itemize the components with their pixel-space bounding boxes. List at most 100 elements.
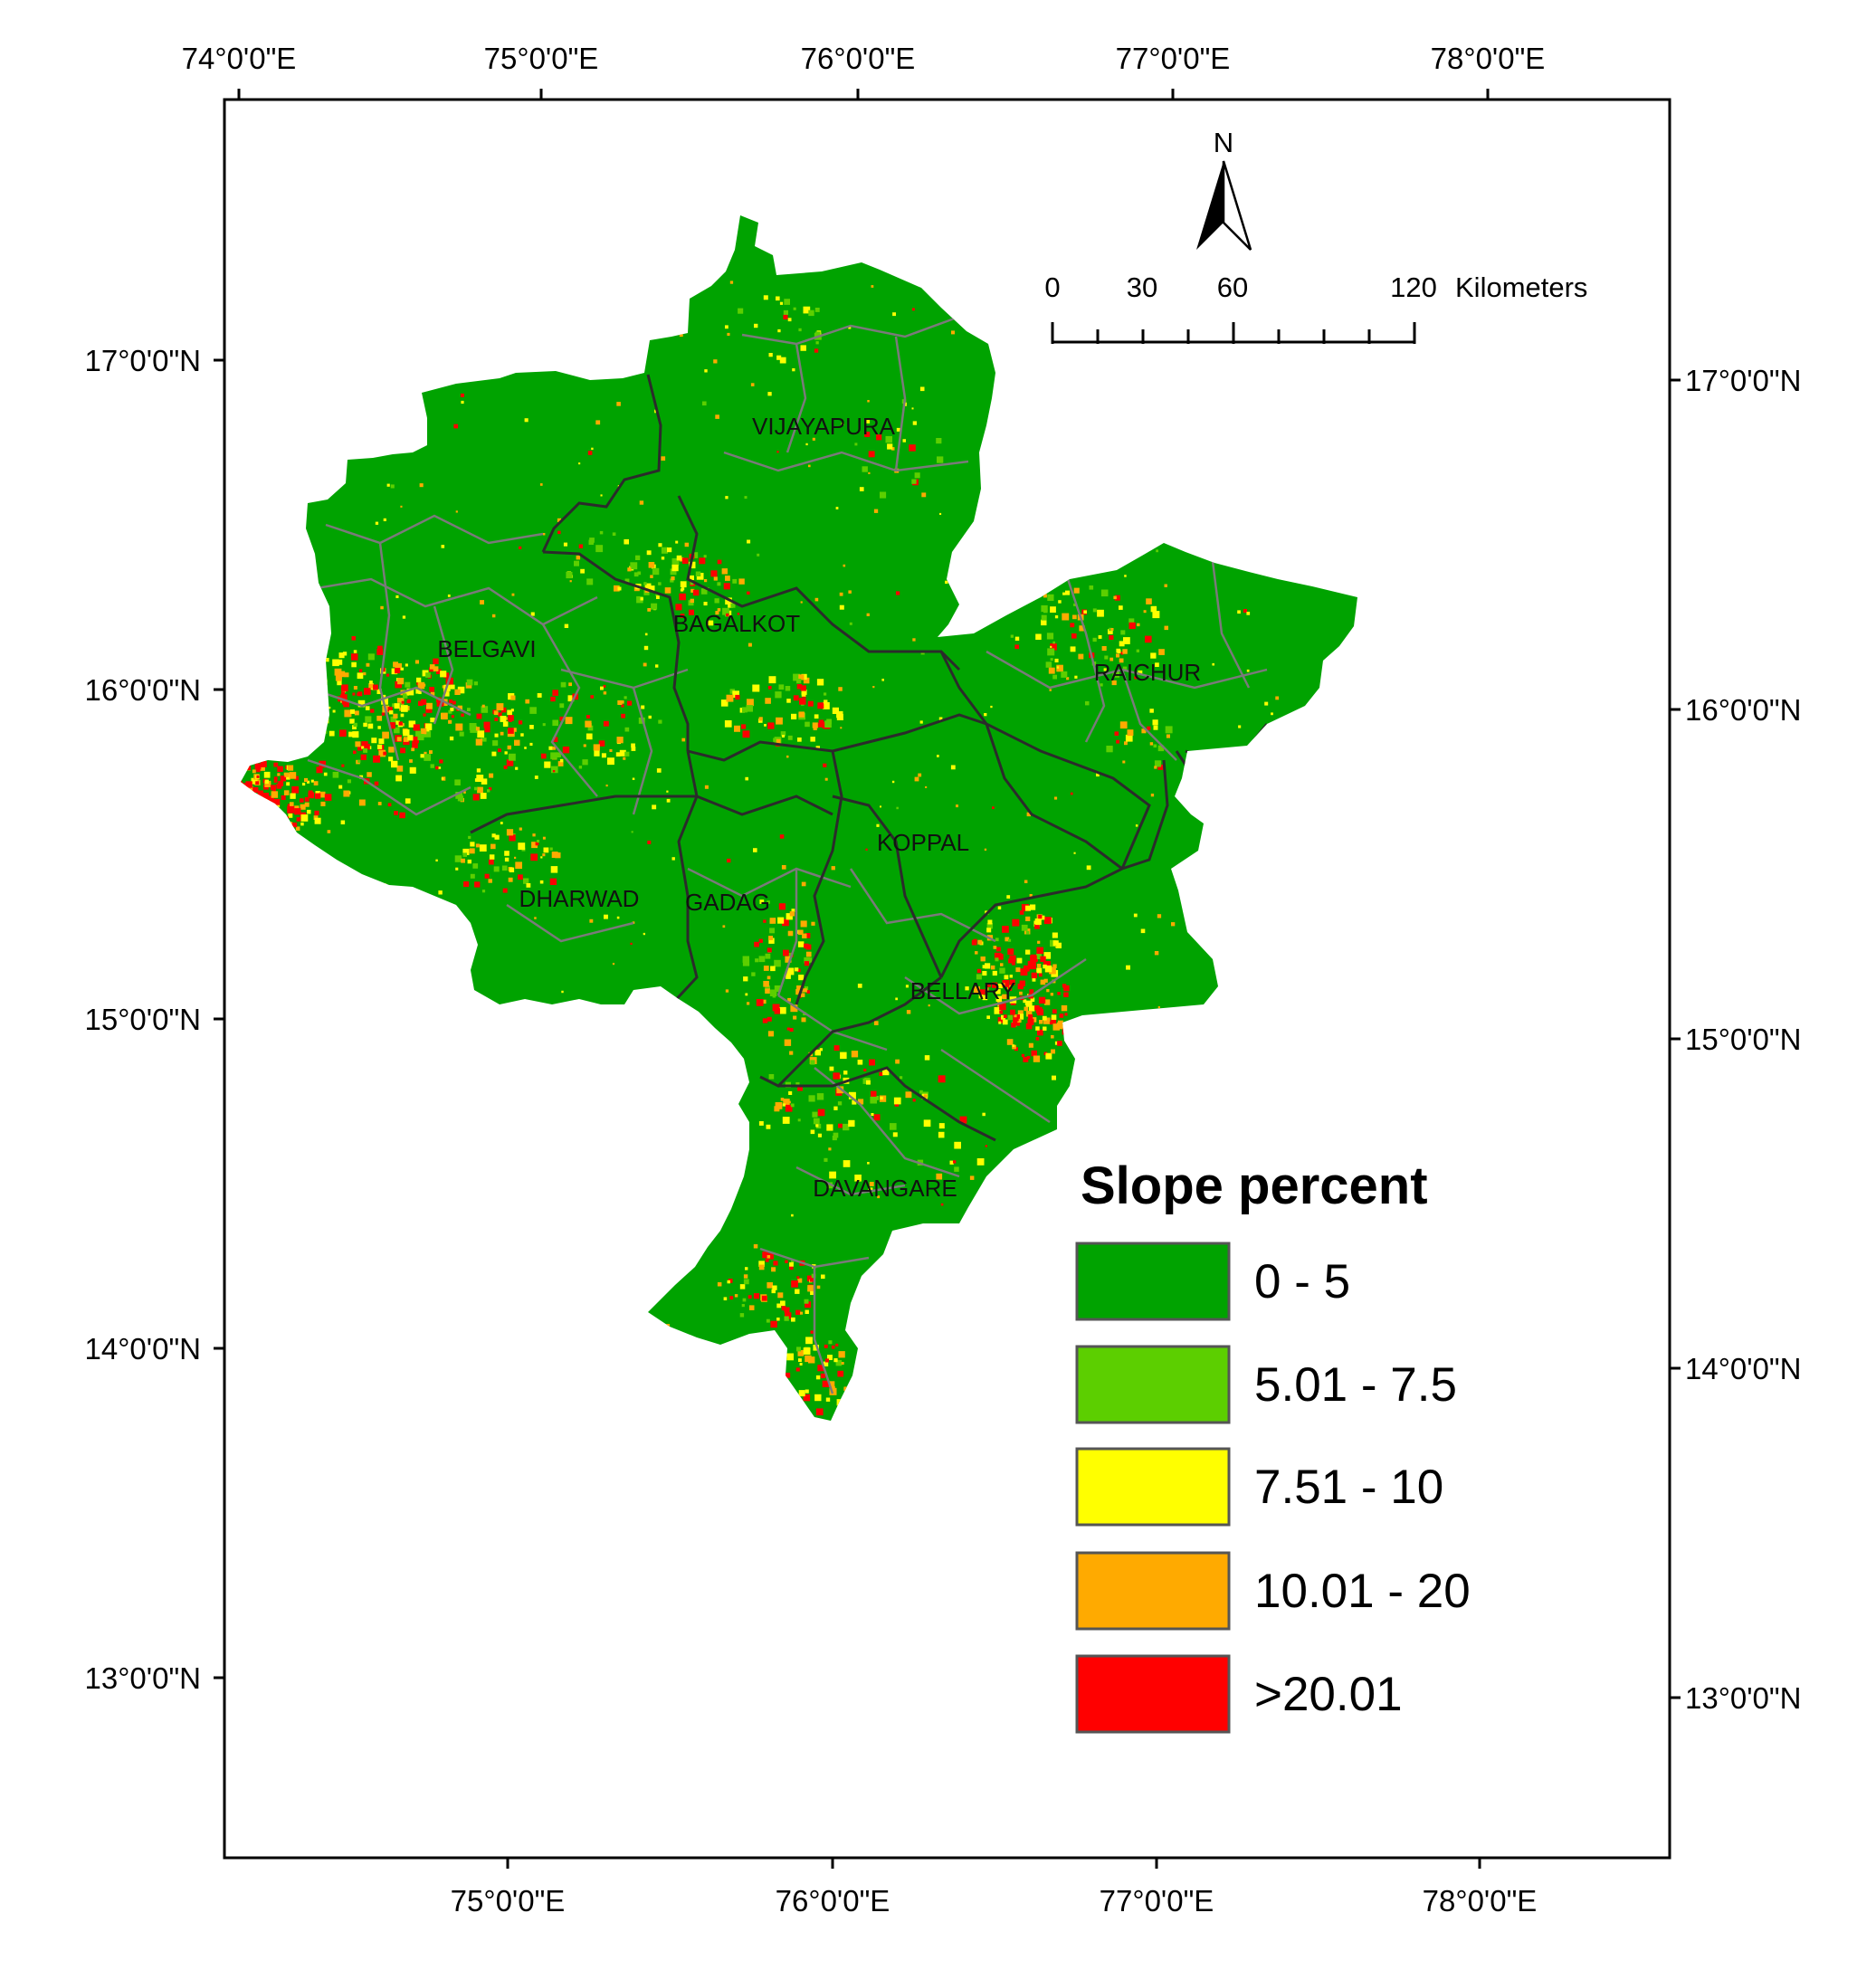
slope-speckle	[801, 692, 806, 697]
top-lon-label: 78°0'0"E	[1431, 42, 1546, 75]
slope-speckle	[1154, 760, 1162, 767]
slope-speckle	[992, 982, 998, 988]
slope-speckle	[1120, 630, 1126, 635]
slope-speckle	[938, 1123, 945, 1129]
slope-speckle	[307, 780, 310, 784]
slope-speckle	[851, 1051, 859, 1058]
slope-speckle	[1048, 667, 1055, 674]
slope-speckle	[302, 782, 306, 786]
slope-speckle	[319, 791, 326, 798]
slope-speckle	[470, 873, 475, 879]
slope-speckle	[1024, 880, 1028, 883]
slope-speckle	[767, 1282, 773, 1289]
slope-speckle	[795, 1367, 800, 1372]
slope-speckle	[496, 703, 504, 710]
slope-speckle	[492, 740, 499, 747]
slope-speckle	[671, 557, 680, 566]
slope-speckle	[441, 545, 445, 548]
slope-speckle	[396, 698, 405, 705]
slope-speckle	[666, 798, 671, 803]
slope-speckle	[576, 555, 581, 560]
slope-speckle	[313, 781, 319, 785]
slope-speckle	[256, 767, 261, 773]
slope-speckle	[426, 702, 433, 709]
slope-speckle	[791, 713, 797, 719]
slope-speckle	[1036, 967, 1043, 974]
slope-speckle	[1033, 1055, 1041, 1062]
slope-speckle	[992, 970, 997, 976]
slope-speckle	[1066, 677, 1070, 680]
slope-speckle	[805, 1389, 809, 1394]
slope-speckle	[880, 805, 881, 808]
slope-speckle	[631, 743, 635, 748]
scale-tick-label: 30	[1127, 271, 1157, 303]
slope-speckle	[758, 1261, 765, 1267]
legend-label: 7.51 - 10	[1254, 1461, 1443, 1514]
legend: Slope percent 0 - 5 5.01 - 7.5 7.51 - 10…	[1075, 1156, 1471, 1734]
slope-speckle	[816, 1285, 821, 1290]
slope-speckle	[245, 781, 252, 788]
slope-speckle	[742, 1298, 747, 1302]
slope-speckle	[754, 941, 759, 947]
slope-speckle	[865, 848, 868, 851]
slope-speckle	[803, 1394, 811, 1402]
slope-speckle	[824, 720, 832, 728]
slope-speckle	[781, 865, 786, 870]
slope-speckle	[1120, 652, 1124, 655]
slope-speckle	[1073, 587, 1080, 594]
slope-speckle	[395, 680, 402, 689]
slope-speckle	[1137, 623, 1140, 627]
slope-speckle	[537, 840, 540, 843]
slope-speckle	[936, 438, 942, 444]
slope-speckle	[271, 791, 279, 798]
slope-speckle	[912, 1099, 916, 1102]
slope-speckle	[785, 956, 792, 963]
slope-speckle	[381, 697, 388, 705]
slope-speckle	[348, 731, 354, 738]
slope-speckle	[661, 456, 666, 461]
slope-speckle	[870, 1096, 877, 1104]
slope-speckle	[402, 615, 406, 619]
slope-speckle	[498, 748, 501, 753]
slope-speckle	[423, 713, 426, 717]
slope-speckle	[1104, 655, 1109, 660]
slope-speckle	[835, 1359, 843, 1366]
slope-speckle	[826, 1182, 833, 1189]
slope-speckle	[643, 932, 645, 936]
slope-speckle	[338, 677, 342, 681]
slope-speckle	[461, 858, 465, 863]
slope-speckle	[667, 547, 672, 553]
slope-speckle	[461, 713, 464, 717]
slope-speckle	[954, 1141, 961, 1149]
slope-speckle	[805, 721, 810, 728]
slope-speckle	[810, 1060, 815, 1065]
slope-speckle	[848, 1091, 856, 1099]
slope-speckle	[911, 407, 914, 410]
slope-speckle	[763, 966, 769, 971]
slope-speckle	[273, 779, 278, 783]
slope-speckle	[1119, 641, 1125, 647]
slope-speckle	[805, 443, 808, 446]
slope-speckle	[1034, 918, 1042, 926]
slope-speckle	[985, 987, 989, 992]
slope-speckle	[839, 592, 843, 596]
slope-speckle	[549, 847, 553, 851]
legend-swatch	[1075, 1345, 1231, 1424]
slope-speckle	[358, 799, 366, 806]
slope-speckle	[639, 500, 644, 505]
slope-speckle	[1021, 924, 1028, 931]
slope-speckle	[747, 591, 750, 595]
slope-speckle	[255, 781, 259, 785]
slope-speckle	[487, 789, 490, 793]
slope-speckle	[420, 699, 427, 705]
slope-speckle	[593, 744, 600, 751]
slope-speckle	[489, 773, 494, 778]
slope-speckle	[463, 881, 470, 888]
region: VIJAYAPURA BAGALKOT BELGAVI RAICHUR KOPP…	[241, 215, 1357, 1421]
slope-speckle	[722, 925, 726, 928]
slope-speckle	[619, 749, 626, 757]
slope-speckle	[508, 877, 513, 882]
slope-speckle	[1017, 1018, 1022, 1023]
slope-speckle	[801, 673, 807, 680]
slope-speckle	[725, 496, 728, 500]
